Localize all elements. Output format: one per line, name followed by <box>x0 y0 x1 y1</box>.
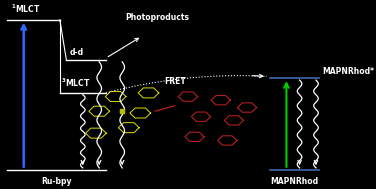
Text: $\mathregular{^1}$MLCT: $\mathregular{^1}$MLCT <box>11 3 40 15</box>
Text: FRET: FRET <box>164 77 186 86</box>
Text: MAPNRhod*: MAPNRhod* <box>323 67 374 76</box>
Text: $\mathregular{^3}$MLCT: $\mathregular{^3}$MLCT <box>61 77 91 89</box>
Text: d-d: d-d <box>70 48 84 57</box>
Text: Ru-bpy: Ru-bpy <box>41 177 72 186</box>
Text: Photoproducts: Photoproducts <box>126 12 190 22</box>
Text: MAPNRhod: MAPNRhod <box>271 177 319 186</box>
